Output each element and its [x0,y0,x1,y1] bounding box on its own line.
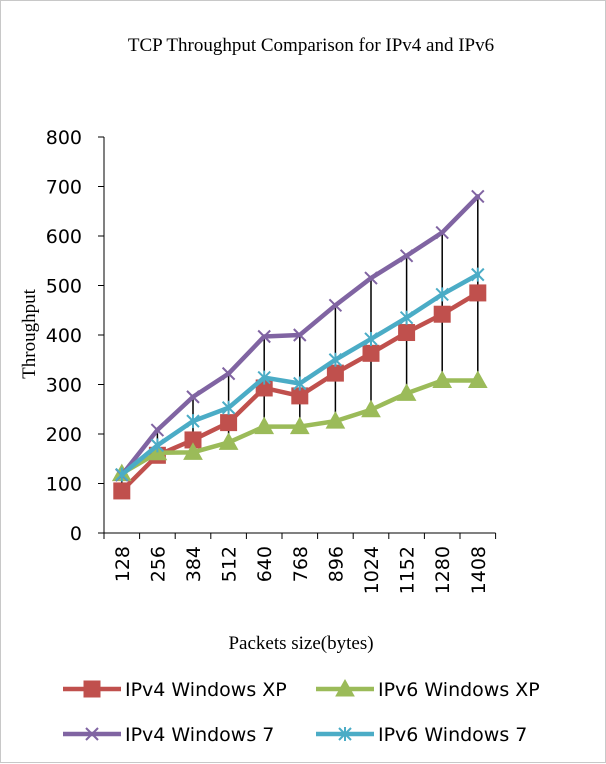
data-point-ipv4-windows-7 [150,423,165,437]
legend-marker [335,678,355,697]
y-tick-label: 600 [46,226,82,248]
x-tick-label: 768 [290,546,312,582]
y-axis-title: Throughput [19,288,40,378]
data-point-ipv4-windows-7 [435,225,449,240]
legend-item-ipv6-windows-7: IPv6 Windows 7 [316,724,527,746]
data-point-ipv6-windows-xp [183,442,203,460]
data-point-ipv4-windows-7 [186,390,200,404]
data-point-ipv4-windows-xp [220,414,238,432]
legend-item-ipv4-windows-7: IPv4 Windows 7 [63,724,274,746]
y-tick-label: 300 [46,375,82,397]
data-point-ipv4-windows-xp [362,344,380,362]
data-point-ipv6-windows-xp [361,399,381,418]
data-point-ipv6-windows-xp [289,416,310,435]
data-point-ipv6-windows-7 [221,400,236,415]
legend-label: IPv6 Windows 7 [378,724,527,746]
y-tick-label: 500 [46,276,82,298]
data-point-ipv4-windows-7 [364,271,378,285]
data-point-ipv6-windows-7 [115,467,129,482]
y-tick-label: 100 [46,474,82,496]
data-point-ipv6-windows-xp [432,370,453,389]
data-point-ipv6-windows-7 [150,438,165,453]
data-point-ipv4-windows-xp [433,305,451,323]
legend-label: IPv6 Windows XP [378,679,540,701]
x-tick-label: 128 [112,546,134,582]
legend-marker [83,680,101,698]
y-tick-label: 0 [70,523,82,545]
x-tick-label: 512 [219,546,241,582]
x-tick-label: 1152 [397,546,419,594]
data-point-ipv4-windows-7 [293,328,307,342]
data-point-ipv6-windows-xp [396,383,417,401]
data-point-ipv6-windows-xp [325,411,346,429]
y-tick-label: 800 [46,127,82,149]
data-point-ipv4-windows-7 [221,366,236,381]
x-tick-label: 1280 [432,546,454,594]
data-point-ipv6-windows-xp [254,416,275,435]
y-tick-label: 400 [46,325,82,347]
data-point-ipv6-windows-7 [435,287,449,302]
x-tick-label: 640 [254,546,276,582]
data-point-ipv4-windows-xp [326,364,344,382]
chart-title: TCP Throughput Comparison for IPv4 and I… [128,35,494,56]
legend-label: IPv4 Windows XP [125,679,287,701]
x-axis-title: Packets size(bytes) [228,633,373,654]
legend-marker [85,727,99,741]
data-point-ipv4-windows-xp [469,284,487,302]
legend-label: IPv4 Windows 7 [125,724,274,746]
data-point-ipv4-windows-xp [398,324,416,342]
data-point-ipv6-windows-7 [186,414,200,429]
y-tick-label: 200 [46,424,82,446]
data-point-ipv6-windows-7 [293,376,307,391]
y-tick-label: 700 [46,177,82,199]
data-point-ipv6-windows-7 [257,370,271,385]
data-point-ipv6-windows-7 [399,310,414,325]
data-point-ipv4-windows-7 [471,189,485,204]
data-point-ipv6-windows-xp [467,370,488,389]
x-tick-label: 384 [183,546,205,582]
data-point-ipv4-windows-xp [113,482,131,500]
legend-marker [338,727,352,741]
x-tick-label: 1024 [361,546,383,594]
legend-item-ipv6-windows-xp: IPv6 Windows XP [316,678,540,701]
data-point-ipv6-windows-7 [364,331,378,346]
x-tick-label: 896 [325,546,347,582]
legend-item-ipv4-windows-xp: IPv4 Windows XP [63,679,287,701]
plot-area: 0 100 200 300 400 500 600 700 800 128 256 384 512 640… [46,127,497,594]
data-point-ipv6-windows-7 [471,267,485,282]
data-point-ipv4-windows-7 [257,329,271,344]
data-point-ipv6-windows-7 [328,352,343,367]
data-point-ipv4-windows-7 [328,298,343,313]
x-tick-label: 1408 [468,546,490,594]
data-point-ipv4-windows-7 [399,249,414,263]
x-tick-label: 256 [147,546,169,582]
data-point-ipv6-windows-xp [218,432,239,450]
legend: IPv4 Windows XP IPv6 Windows XP IPv4 Windo… [63,678,540,746]
